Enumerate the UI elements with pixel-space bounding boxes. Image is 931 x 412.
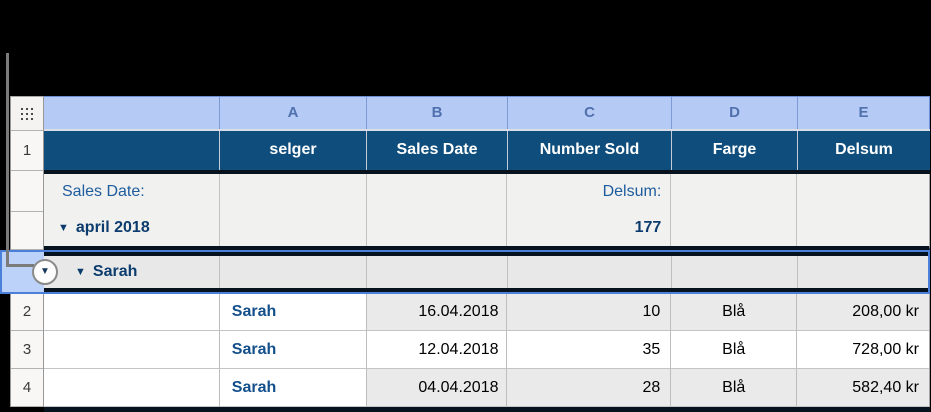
column-letter-e[interactable]: E: [798, 97, 930, 129]
cell-delsum[interactable]: 582,40 kr: [797, 369, 929, 407]
column-letter-category[interactable]: [44, 97, 220, 129]
header-cell-delsum[interactable]: Delsum: [835, 141, 893, 158]
row-number-1[interactable]: 1: [11, 131, 43, 171]
cell-number-sold[interactable]: 10: [507, 294, 672, 331]
header-cell-number-sold[interactable]: Number Sold: [508, 131, 672, 170]
row-number-2[interactable]: 2: [11, 294, 43, 331]
header-row: selger Sales Date Number Sold Farge Dels…: [44, 131, 930, 174]
cell-delsum[interactable]: 728,00 kr: [797, 331, 929, 369]
cell-category-empty[interactable]: [44, 294, 220, 331]
row-number-gutter: 1 2 3 4: [10, 96, 44, 407]
category-field-label: Sales Date:: [62, 183, 145, 200]
subcategory-gutter-highlight[interactable]: ▼: [2, 252, 58, 292]
category-group-cell[interactable]: Sales Date: ▼ april 2018: [44, 174, 220, 246]
cell-selger[interactable]: Sarah: [219, 369, 367, 407]
header-cell-farge[interactable]: Farge: [672, 131, 798, 170]
callout-line-vertical: [6, 53, 9, 267]
disclosure-triangle-icon[interactable]: ▼: [75, 266, 86, 278]
cell-number-sold[interactable]: 28: [507, 369, 672, 407]
grid-handle-icon: [21, 107, 33, 120]
cell-sales-date[interactable]: 16.04.2018: [366, 294, 508, 331]
subcategory-empty-cell-b[interactable]: [367, 256, 508, 288]
subcategory-empty-cell-e[interactable]: [798, 256, 928, 288]
subcategory-name: Sarah: [92, 263, 138, 280]
cell-selger[interactable]: Sarah: [219, 294, 367, 331]
subcategory-row-selected[interactable]: ▼ ▼ Sarah: [0, 250, 930, 294]
cell-delsum[interactable]: 208,00 kr: [797, 294, 929, 331]
category-group-label[interactable]: ▼ april 2018: [44, 210, 219, 246]
table-row: Sarah 16.04.2018 10 Blå 208,00 kr: [44, 294, 930, 331]
header-cell-category[interactable]: [44, 131, 220, 170]
disclosure-triangle-icon[interactable]: ▼: [58, 222, 69, 234]
column-letter-c[interactable]: C: [508, 97, 672, 129]
table-row: Sarah 04.04.2018 28 Blå 582,40 kr: [44, 369, 930, 407]
table-row: Sarah 12.04.2018 35 Blå 728,00 kr: [44, 331, 930, 369]
row-gutter-category-b[interactable]: [11, 212, 43, 250]
cell-number-sold[interactable]: 35: [507, 331, 672, 369]
summary-function-label: Delsum:: [602, 183, 662, 200]
cell-farge[interactable]: Blå: [671, 331, 798, 369]
column-letter-a[interactable]: A: [220, 97, 367, 129]
summary-value: 177: [634, 219, 662, 236]
column-letter-b[interactable]: B: [367, 97, 508, 129]
cell-farge[interactable]: Blå: [671, 369, 798, 407]
category-group-text: april 2018: [75, 219, 150, 236]
cell-selger[interactable]: Sarah: [219, 331, 367, 369]
cell-category-empty[interactable]: [44, 331, 220, 369]
row-gutter-category-a[interactable]: [11, 171, 43, 212]
row-number-3[interactable]: 3: [11, 331, 43, 369]
header-cell-sales-date[interactable]: Sales Date: [367, 131, 508, 170]
cell-farge[interactable]: Blå: [671, 294, 798, 331]
subcategory-row-body: ▼ Sarah: [44, 252, 928, 292]
callout-line-horizontal: [6, 264, 34, 267]
cell-sales-date[interactable]: 12.04.2018: [366, 331, 508, 369]
category-empty-cell-b[interactable]: [367, 174, 508, 246]
category-empty-cell-a[interactable]: [220, 174, 367, 246]
category-empty-cell-e[interactable]: [797, 174, 929, 246]
category-empty-cell-d[interactable]: [671, 174, 798, 246]
subcategory-empty-cell-c[interactable]: [508, 256, 672, 288]
header-cell-selger[interactable]: selger: [220, 131, 367, 170]
row-number-4[interactable]: 4: [11, 369, 43, 407]
table-bottom-border: [44, 407, 930, 412]
category-summary-band: Sales Date: ▼ april 2018 Delsum: 177: [44, 174, 930, 250]
chevron-down-icon: ▼: [40, 266, 50, 277]
cell-category-empty[interactable]: [44, 369, 220, 407]
column-letters-row: A B C D E: [44, 96, 930, 131]
category-action-button[interactable]: ▼: [32, 259, 58, 285]
column-letter-d[interactable]: D: [672, 97, 798, 129]
cell-sales-date[interactable]: 04.04.2018: [366, 369, 508, 407]
table-handle[interactable]: [11, 96, 43, 131]
subcategory-empty-cell-a[interactable]: [220, 256, 367, 288]
subcategory-label-cell[interactable]: ▼ Sarah: [44, 256, 220, 288]
subcategory-empty-cell-d[interactable]: [672, 256, 798, 288]
category-summary-cell[interactable]: Delsum: 177: [507, 174, 672, 246]
